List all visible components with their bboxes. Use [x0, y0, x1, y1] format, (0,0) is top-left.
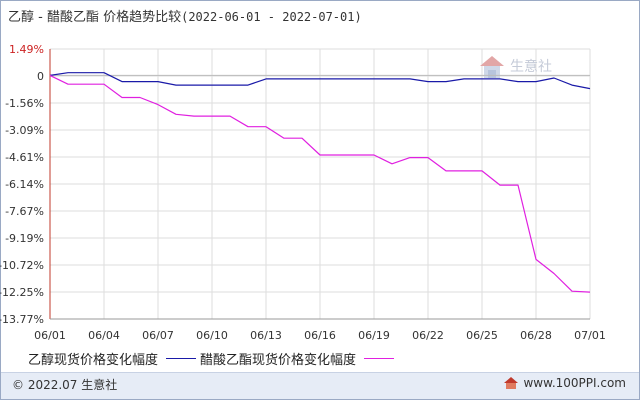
x-tick-label: 07/01	[574, 329, 606, 342]
y-tick-label: -9.19%	[5, 232, 44, 245]
watermark-text: 生意社	[510, 58, 552, 75]
y-tick-label: -1.56%	[5, 97, 44, 110]
x-tick-label: 06/25	[466, 329, 498, 342]
y-tick-label: -3.09%	[5, 124, 44, 137]
legend-item-series1: 乙醇现货价格变化幅度	[28, 349, 197, 368]
series-lines	[49, 72, 591, 293]
house-logo-icon	[480, 56, 504, 78]
y-tick-label: -7.67%	[5, 205, 44, 218]
x-tick-label: 06/04	[88, 329, 120, 342]
chart-title-range: (2022-06-01 - 2022-07-01)	[181, 10, 362, 24]
y-tick-labels: 1.49% 0 -1.56% -3.09% -4.61% -6.14% -7.67% -9.1…	[0, 43, 44, 326]
x-tick-label: 06/22	[412, 329, 444, 342]
home-logo-icon	[504, 377, 519, 389]
legend-swatch-series1	[166, 358, 197, 359]
footer-site-url[interactable]: www.100PPI.com	[523, 376, 626, 390]
legend-swatch-series2	[364, 358, 395, 359]
y-tick-label: -13.77%	[0, 313, 44, 326]
x-tick-label: 06/16	[304, 329, 336, 342]
legend-label-series2: 醋酸乙酯现货价格变化幅度	[200, 353, 357, 368]
y-tick-label: -10.72%	[0, 259, 44, 272]
x-tick-label: 06/07	[142, 329, 174, 342]
axes	[49, 49, 590, 320]
y-tick-label: 1.49%	[9, 43, 44, 56]
watermark: 生意社	[480, 56, 552, 78]
grid-lines	[49, 48, 591, 320]
x-tick-label: 06/19	[358, 329, 390, 342]
y-tick-label: -6.14%	[5, 178, 44, 191]
footer-site: www.100PPI.com	[503, 376, 626, 390]
y-tick-label: 0	[37, 70, 44, 83]
legend-label-series1: 乙醇现货价格变化幅度	[28, 353, 159, 368]
y-tick-label: -12.25%	[0, 286, 44, 299]
x-tick-label: 06/01	[34, 329, 66, 342]
x-tick-label: 06/10	[196, 329, 228, 342]
x-tick-label: 06/28	[520, 329, 552, 342]
series-line-2	[49, 74, 591, 293]
footer-copyright: © 2022.07 生意社	[12, 378, 118, 392]
footer-bar	[1, 372, 639, 399]
x-tick-label: 06/13	[250, 329, 282, 342]
x-tick-labels: 06/01 06/04 06/07 06/10 06/13 06/16 06/19 06/22…	[34, 329, 606, 342]
chart-title-product: 乙醇 - 醋酸乙酯 价格趋势比较	[8, 10, 182, 25]
legend-item-series2: 醋酸乙酯现货价格变化幅度	[200, 349, 395, 368]
series-line-1	[49, 72, 591, 90]
chart-title: 乙醇 - 醋酸乙酯 价格趋势比较(2022-06-01 - 2022-07-01…	[8, 6, 362, 25]
y-tick-label: -4.61%	[5, 151, 44, 164]
